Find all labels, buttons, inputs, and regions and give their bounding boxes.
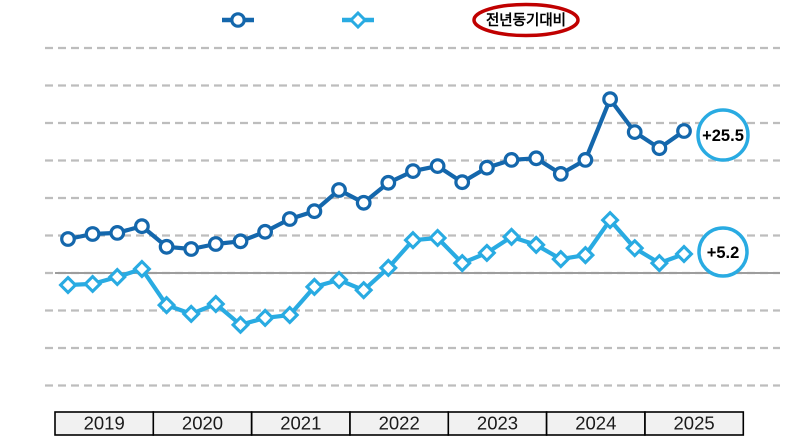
data-point-circle [405,163,421,180]
data-point-circle [84,226,101,242]
data-point-circle [355,194,372,211]
data-point-diamond [206,294,226,314]
year-label-2024: 2024 [575,413,616,434]
data-point-diamond [600,210,620,230]
data-point-diamond [378,258,398,278]
data-point-circle [380,174,397,191]
year-label-2022: 2022 [379,413,420,434]
legend-highlight-ellipse [472,2,580,38]
data-point-circle [281,211,298,227]
data-point-diamond [575,245,596,265]
data-point-diamond [230,315,251,335]
year-label-2023: 2023 [477,413,518,434]
year-label-2020: 2020 [182,413,223,434]
legend-series2-diamond-icon [348,10,368,30]
data-point-circle [331,182,347,198]
data-point-circle [552,165,569,182]
data-point-diamond [280,305,300,325]
data-point-circle [503,151,520,168]
year-label-2019: 2019 [84,413,125,434]
series1-end-value: +25.5 [702,127,744,145]
data-point-circle [257,223,274,240]
data-point-diamond [354,280,374,300]
data-point-diamond [649,253,669,273]
data-point-diamond [674,244,694,264]
year-label-2025: 2025 [674,413,715,434]
data-point-diamond [452,253,472,273]
legend-series1-circle-icon [230,12,246,28]
data-point-diamond [107,267,127,287]
data-point-circle [429,158,446,175]
data-point-circle [109,224,126,241]
data-point-diamond [526,235,546,255]
data-point-circle [651,140,668,157]
data-point-circle [60,231,76,247]
series1-dark-blue-circles-line [67,97,686,252]
data-point-circle [133,218,150,235]
data-point-diamond [156,295,177,315]
data-point-circle [676,123,692,139]
legend: 전년동기대비 [222,2,580,38]
series1-end-bubble [696,108,750,162]
data-point-diamond [181,304,201,324]
data-point-diamond [58,275,78,295]
data-point-circle [306,203,323,220]
year-box-2025 [644,411,745,436]
data-point-circle [626,124,643,141]
data-point-circle [183,241,200,257]
gridlines [45,46,780,387]
data-point-circle [454,174,471,191]
data-point-circle [207,236,224,252]
series2-light-blue-diamonds-yoy [58,210,694,335]
series1-dark-blue-circles [60,91,692,257]
data-point-diamond [329,270,349,290]
data-point-diamond [83,274,103,294]
data-point-diamond [625,238,645,258]
data-point-diamond [477,243,497,263]
data-point-diamond [501,227,522,247]
year-label-2021: 2021 [280,413,321,434]
end-label-bubbles: +25.5 +5.2 [696,108,750,278]
data-point-circle [602,91,618,108]
series-group [58,91,694,335]
series2-end-bubble [697,226,749,278]
data-point-diamond [403,230,423,250]
series2-end-value: +5.2 [707,244,740,262]
data-point-diamond [132,259,152,279]
data-point-circle [577,151,594,168]
data-point-diamond [255,308,275,328]
data-point-circle [528,150,545,167]
data-point-circle [479,159,495,176]
year-axis: 2019 2020 2021 2022 2023 2024 2025 [54,411,745,436]
data-point-diamond [304,277,324,297]
data-point-circle [158,238,175,255]
data-point-diamond [428,228,448,248]
data-point-circle [232,233,249,250]
data-point-diamond [551,249,571,269]
legend-highlight-label: 전년동기대비 [486,12,566,29]
